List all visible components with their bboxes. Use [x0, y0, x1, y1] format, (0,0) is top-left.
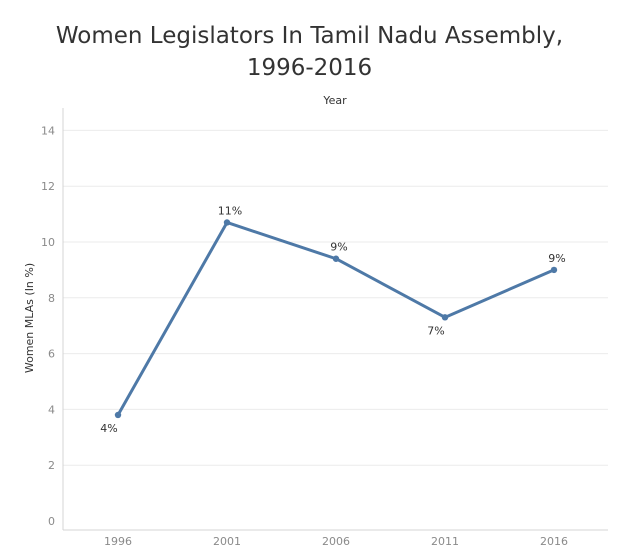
- data-point-2001: [223, 219, 231, 226]
- series-women-mlas: [114, 219, 558, 419]
- data-label-1996: 4%: [100, 422, 117, 435]
- data-label-2016: 9%: [548, 252, 565, 265]
- chart-axes: [62, 108, 608, 531]
- y-tick-label-2: 2: [48, 459, 55, 472]
- y-axis-title: Women MLAs (In %): [23, 263, 36, 373]
- y-tick-label-8: 8: [48, 292, 55, 305]
- x-tick-label-1996: 1996: [104, 535, 132, 548]
- y-tick-labels: 0 2 4 6 8 10 12 14: [41, 124, 55, 528]
- x-tick-label-2016: 2016: [540, 535, 568, 548]
- chart-title-line-1: Women Legislators In Tamil Nadu Assembly…: [55, 23, 564, 49]
- x-axis-title: Year: [322, 94, 347, 107]
- data-point-2011: [441, 314, 449, 321]
- x-tick-label-2011: 2011: [431, 535, 459, 548]
- data-label-2001: 11%: [218, 204, 242, 217]
- y-tick-label-12: 12: [41, 180, 55, 193]
- data-label-2006: 9%: [330, 241, 347, 254]
- chart-title-line-2: 1996-2016: [246, 55, 373, 81]
- y-tick-label-4: 4: [48, 403, 55, 416]
- y-tick-label-6: 6: [48, 348, 55, 361]
- grid-lines: [63, 129, 608, 466]
- data-point-2006: [332, 255, 340, 262]
- y-tick-label-0: 0: [48, 515, 55, 528]
- data-point-2016: [550, 266, 558, 274]
- data-label-2011: 7%: [427, 324, 444, 337]
- x-tick-label-2006: 2006: [322, 535, 350, 548]
- data-labels: 4% 11% 9% 7% 9%: [100, 204, 565, 435]
- data-point-1996: [114, 411, 122, 419]
- chart-title: Women Legislators In Tamil Nadu Assembly…: [0, 20, 619, 84]
- y-tick-label-14: 14: [41, 124, 55, 137]
- x-tick-labels: 1996 2001 2006 2011 2016: [104, 535, 568, 548]
- x-tick-label-2001: 2001: [213, 535, 241, 548]
- y-tick-label-10: 10: [41, 236, 55, 249]
